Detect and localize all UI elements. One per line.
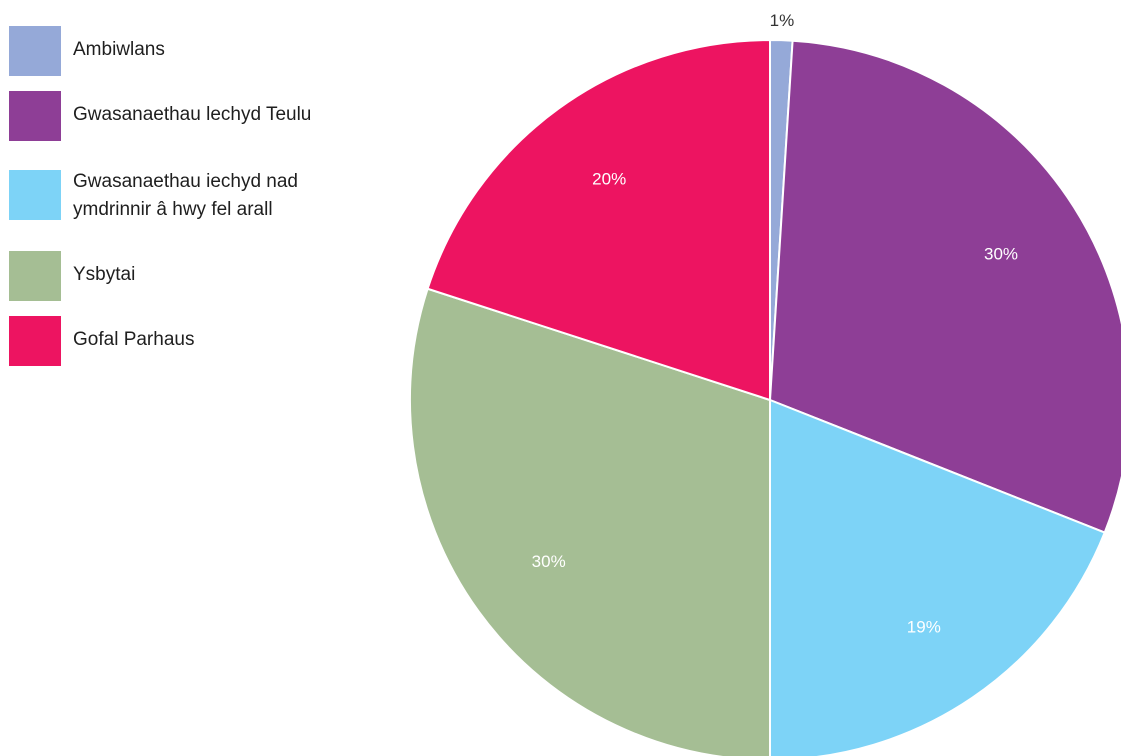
legend-label: Gwasanaethau lechyd Teulu — [73, 104, 312, 125]
slice-value-label: 30% — [984, 244, 1018, 263]
slice-value-label: 20% — [592, 170, 626, 189]
legend-swatch — [9, 251, 61, 301]
pie-slice — [409, 287, 771, 756]
legend-swatch — [9, 170, 61, 220]
slice-value-label: 30% — [532, 552, 566, 571]
legend-item: Gofal Parhaus — [9, 316, 369, 366]
legend-swatch — [9, 26, 61, 76]
legend-item: Gwasanaethau iechyd nad ymdrinnir â hwy … — [9, 170, 369, 220]
legend-label: Gwasanaethau iechyd nad ymdrinnir â hwy … — [73, 171, 298, 220]
pie-slice — [769, 398, 1107, 756]
legend-label: Gofal Parhaus — [73, 329, 195, 350]
pie-slice — [426, 38, 771, 402]
pie-slice — [768, 39, 1121, 534]
slice-value-label: 1% — [770, 11, 795, 30]
legend-label: Ambiwlans — [73, 39, 165, 60]
legend-swatch — [9, 316, 61, 366]
slice-value-label: 19% — [907, 617, 941, 636]
legend-item: Ysbytai — [9, 251, 369, 301]
legend-item: Ambiwlans — [9, 26, 369, 76]
legend-label: Ysbytai — [73, 264, 136, 285]
legend-item: Gwasanaethau lechyd Teulu — [9, 91, 369, 141]
legend-swatch — [9, 91, 61, 141]
